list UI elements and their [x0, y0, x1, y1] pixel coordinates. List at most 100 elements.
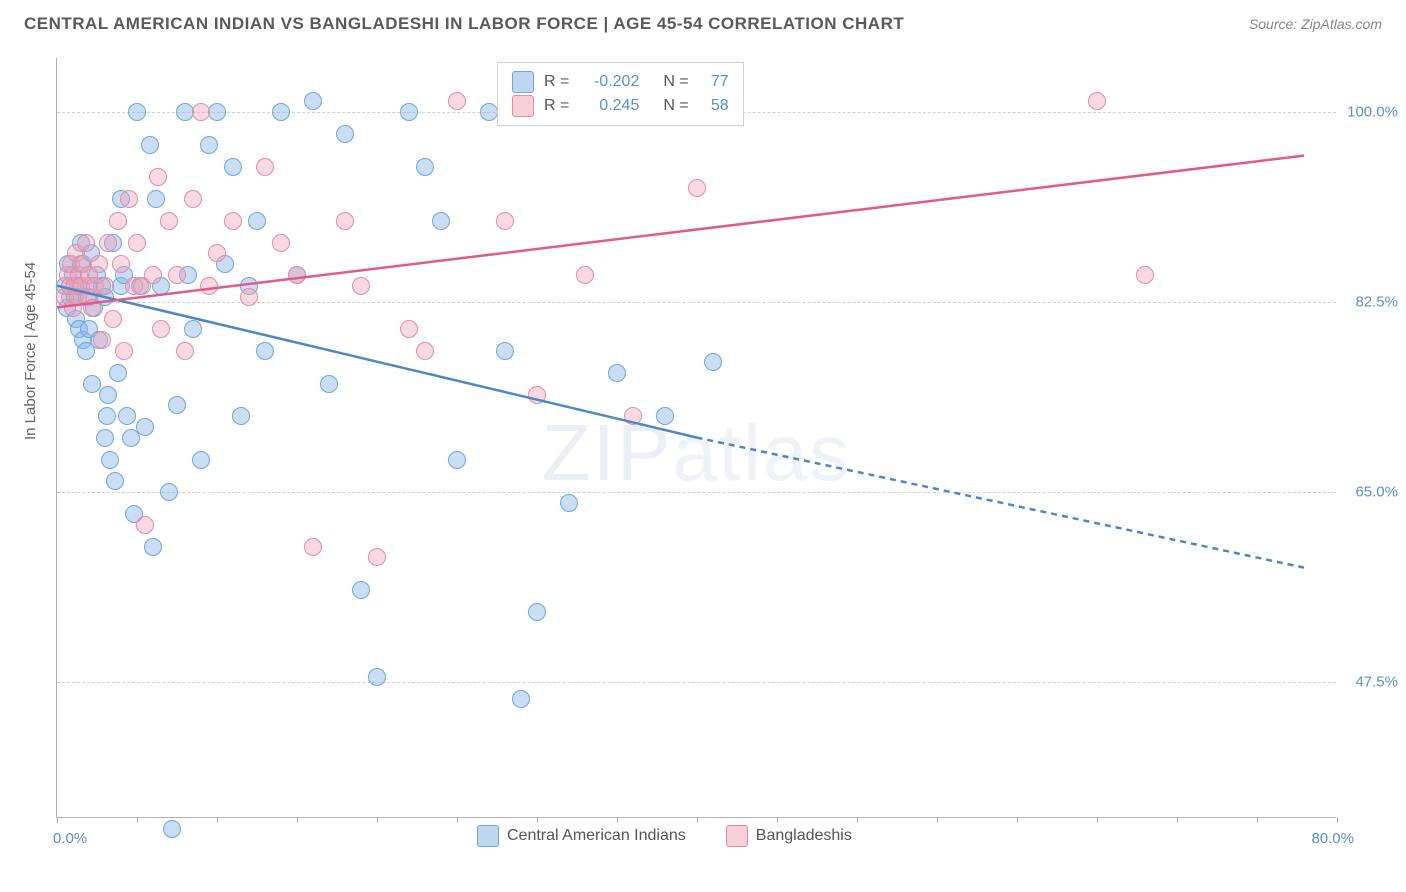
x-tick: [697, 817, 698, 823]
data-point: [99, 234, 117, 252]
data-point: [149, 168, 167, 186]
data-point: [136, 516, 154, 534]
x-tick: [457, 817, 458, 823]
data-point: [90, 255, 108, 273]
trend-line-extrapolated: [697, 438, 1305, 568]
data-point: [528, 603, 546, 621]
swatch-pink-icon: [512, 95, 534, 117]
data-point: [176, 342, 194, 360]
data-point: [136, 418, 154, 436]
data-point: [77, 234, 95, 252]
data-point: [118, 407, 136, 425]
legend-row-series-1: R = -0.202 N = 77: [512, 71, 729, 93]
x-tick: [217, 817, 218, 823]
data-point: [256, 342, 274, 360]
data-point: [104, 310, 122, 328]
series-legend: Central American Indians Bangladeshis: [477, 825, 852, 847]
r-label: R =: [544, 73, 569, 91]
data-point: [101, 451, 119, 469]
n-label: N =: [663, 73, 688, 91]
data-point: [304, 92, 322, 110]
swatch-blue-icon: [512, 71, 534, 93]
swatch-blue-icon: [477, 825, 499, 847]
x-axis-max-label: 80.0%: [1311, 830, 1354, 847]
source-attribution: Source: ZipAtlas.com: [1249, 16, 1382, 32]
x-tick: [777, 817, 778, 823]
x-tick: [297, 817, 298, 823]
data-point: [141, 136, 159, 154]
x-tick: [857, 817, 858, 823]
data-point: [128, 103, 146, 121]
data-point: [352, 581, 370, 599]
data-point: [400, 320, 418, 338]
data-point: [432, 212, 450, 230]
x-tick: [377, 817, 378, 823]
x-tick: [57, 817, 58, 823]
data-point: [83, 375, 101, 393]
data-point: [1136, 266, 1154, 284]
x-tick: [137, 817, 138, 823]
data-point: [120, 190, 138, 208]
data-point: [112, 255, 130, 273]
trend-line: [57, 286, 697, 438]
x-tick: [1257, 817, 1258, 823]
data-point: [560, 494, 578, 512]
data-point: [240, 288, 258, 306]
watermark: ZIPatlas: [542, 407, 851, 499]
data-point: [192, 103, 210, 121]
data-point: [576, 266, 594, 284]
data-point: [480, 103, 498, 121]
n-value-2: 58: [699, 97, 729, 115]
data-point: [448, 92, 466, 110]
data-point: [448, 451, 466, 469]
r-value-2: 0.245: [579, 97, 639, 115]
gridline: [57, 682, 1336, 683]
data-point: [184, 190, 202, 208]
y-tick-label: 82.5%: [1342, 294, 1398, 311]
y-tick-label: 65.0%: [1342, 484, 1398, 501]
data-point: [200, 136, 218, 154]
x-tick: [1017, 817, 1018, 823]
r-value-1: -0.202: [579, 73, 639, 91]
data-point: [208, 103, 226, 121]
x-tick: [1337, 817, 1338, 823]
data-point: [320, 375, 338, 393]
data-point: [704, 353, 722, 371]
data-point: [200, 277, 218, 295]
correlation-legend: R = -0.202 N = 77 R = 0.245 N = 58: [497, 62, 744, 126]
data-point: [83, 299, 101, 317]
data-point: [336, 212, 354, 230]
legend-label-2: Bangladeshis: [756, 827, 852, 845]
data-point: [160, 483, 178, 501]
n-label: N =: [663, 97, 688, 115]
data-point: [304, 538, 322, 556]
data-point: [272, 103, 290, 121]
data-point: [368, 548, 386, 566]
data-point: [248, 212, 266, 230]
data-point: [144, 538, 162, 556]
x-tick: [937, 817, 938, 823]
data-point: [93, 331, 111, 349]
gridline: [57, 492, 1336, 493]
data-point: [96, 429, 114, 447]
data-point: [288, 266, 306, 284]
data-point: [352, 277, 370, 295]
legend-item-2: Bangladeshis: [726, 825, 852, 847]
data-point: [368, 668, 386, 686]
data-point: [168, 396, 186, 414]
data-point: [624, 407, 642, 425]
data-point: [528, 386, 546, 404]
data-point: [163, 820, 181, 838]
data-point: [208, 244, 226, 262]
data-point: [106, 472, 124, 490]
x-tick: [617, 817, 618, 823]
data-point: [224, 212, 242, 230]
plot-area: ZIPatlas 47.5%65.0%82.5%100.0% 0.0% 80.0…: [56, 58, 1336, 818]
title-bar: CENTRAL AMERICAN INDIAN VS BANGLADESHI I…: [0, 0, 1406, 42]
x-tick: [1177, 817, 1178, 823]
data-point: [416, 342, 434, 360]
data-point: [336, 125, 354, 143]
data-point: [147, 190, 165, 208]
data-point: [688, 179, 706, 197]
data-point: [272, 234, 290, 252]
